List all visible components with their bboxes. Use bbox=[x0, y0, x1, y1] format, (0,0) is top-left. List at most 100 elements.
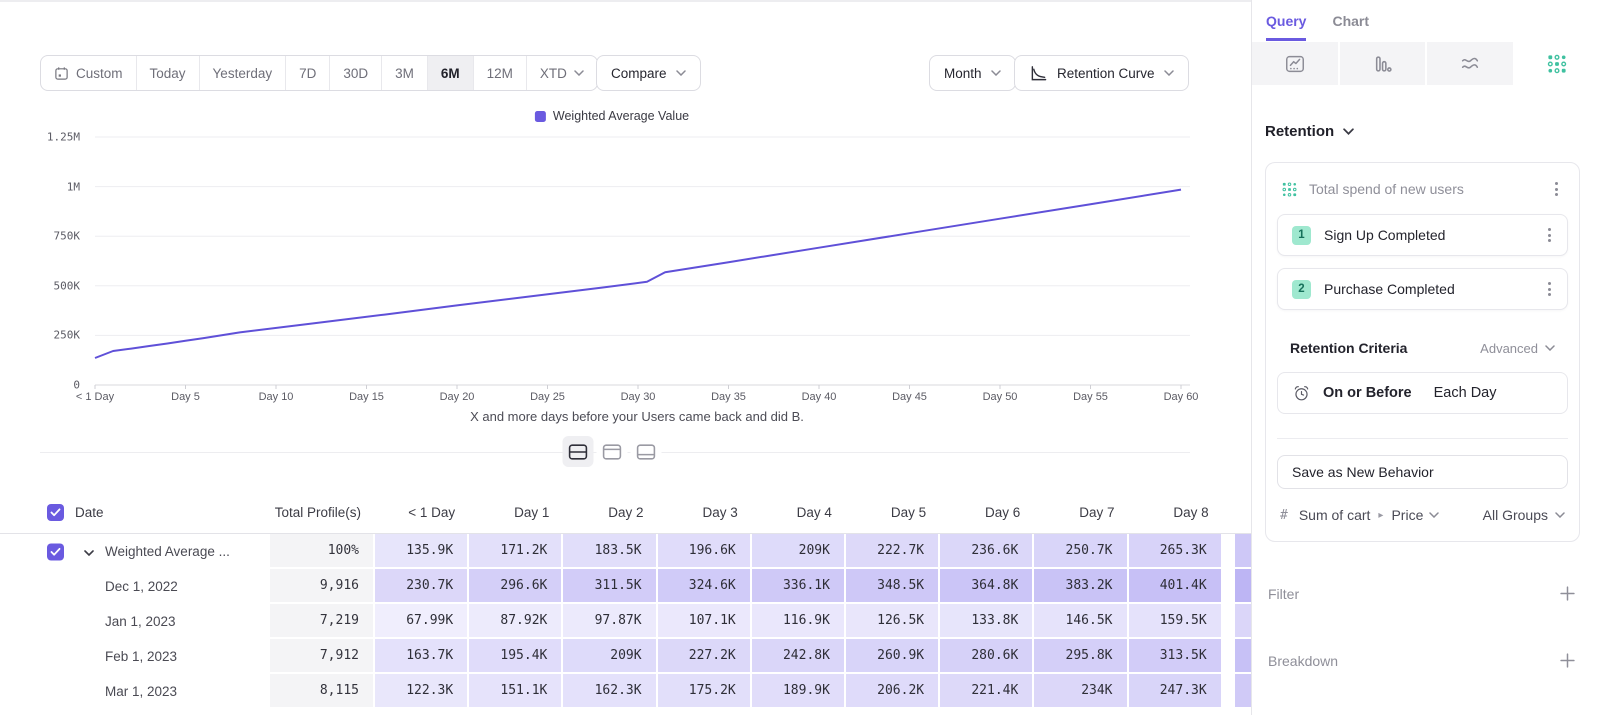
measure-subproperty-label: Price bbox=[1391, 507, 1423, 523]
chart-type-button[interactable]: Retention Curve bbox=[1014, 55, 1189, 91]
retention-value-cell: 135.9K bbox=[375, 534, 469, 569]
row-label: Jan 1, 2023 bbox=[105, 614, 176, 629]
y-tick-label: 1.25M bbox=[47, 131, 80, 144]
retention-value-cell: 250.7K bbox=[1034, 534, 1128, 569]
retention-line-chart bbox=[0, 100, 1251, 400]
date-range-6m[interactable]: 6M bbox=[427, 56, 473, 90]
retention-value-cell: 296.6K bbox=[469, 569, 563, 604]
date-range-yesterday[interactable]: Yesterday bbox=[199, 56, 286, 90]
granularity-label: Month bbox=[944, 66, 982, 81]
event-menu-button[interactable] bbox=[1542, 224, 1557, 246]
caret-right-icon: ▸ bbox=[1378, 510, 1383, 521]
header-day-8: Day 8 bbox=[1129, 505, 1223, 520]
row-spacer bbox=[1223, 639, 1235, 674]
plus-icon bbox=[1560, 653, 1575, 668]
report-type-funnels-button[interactable] bbox=[1340, 42, 1426, 85]
date-range-today[interactable]: Today bbox=[136, 56, 199, 90]
table-header-row: DateTotal Profile(s)< 1 DayDay 1Day 2Day… bbox=[0, 492, 1251, 534]
measure-row: # Sum of cart ▸ Price All Groups bbox=[1277, 507, 1568, 525]
row-date-cell: Jan 1, 2023 bbox=[0, 604, 270, 639]
save-as-new-behavior-button[interactable]: Save as New Behavior bbox=[1277, 455, 1568, 489]
retention-value-cell: 280.6K bbox=[940, 639, 1034, 674]
retention-curve-icon bbox=[1029, 65, 1048, 82]
retention-value-cell: 230.7K bbox=[375, 569, 469, 604]
split-view-toggle[interactable] bbox=[563, 436, 594, 467]
date-range-7d[interactable]: 7D bbox=[285, 56, 329, 90]
date-range-custom[interactable]: Custom bbox=[41, 56, 136, 90]
report-type-retention-button[interactable] bbox=[1515, 42, 1600, 85]
retention-value-cell: 313.5K bbox=[1129, 639, 1223, 674]
retention-criteria-label: Retention Criteria bbox=[1290, 340, 1407, 356]
date-range-label: 6M bbox=[441, 66, 460, 81]
row-label: Feb 1, 2023 bbox=[105, 649, 177, 664]
table-row: Dec 1, 20229,916230.7K296.6K311.5K324.6K… bbox=[0, 569, 1251, 604]
split-view-icon bbox=[568, 442, 589, 462]
event-step-card[interactable]: 2Purchase Completed bbox=[1277, 268, 1568, 310]
group-by-dropdown[interactable]: All Groups bbox=[1483, 507, 1565, 523]
date-range-label: Custom bbox=[76, 66, 123, 81]
event-name: Sign Up Completed bbox=[1324, 227, 1542, 243]
x-tick-label: Day 10 bbox=[259, 391, 294, 403]
tab-chart[interactable]: Chart bbox=[1332, 13, 1369, 41]
report-type-insights-button[interactable] bbox=[1252, 42, 1338, 85]
retention-value-cell: 67.99K bbox=[375, 604, 469, 639]
number-property-icon: # bbox=[1280, 508, 1288, 523]
x-tick-label: Day 50 bbox=[983, 391, 1018, 403]
retention-value-cell: 295.8K bbox=[1034, 639, 1128, 674]
row-expand-button[interactable] bbox=[84, 543, 94, 561]
add-filter-button[interactable] bbox=[1558, 584, 1577, 603]
chart-only-view-toggle[interactable] bbox=[597, 436, 628, 467]
event-step-card[interactable]: 1Sign Up Completed bbox=[1277, 214, 1568, 256]
x-tick-label: Day 30 bbox=[621, 391, 656, 403]
report-type-flows-button[interactable] bbox=[1427, 42, 1513, 85]
row-label: Weighted Average ... bbox=[105, 544, 230, 559]
date-range-3m[interactable]: 3M bbox=[381, 56, 427, 90]
x-tick-label: Day 20 bbox=[440, 391, 475, 403]
date-range-xtd[interactable]: XTD bbox=[526, 56, 597, 90]
retention-value-cell: 311.5K bbox=[563, 569, 657, 604]
date-range-30d[interactable]: 30D bbox=[329, 56, 381, 90]
behavior-menu-button[interactable] bbox=[1549, 178, 1564, 200]
add-breakdown-button[interactable] bbox=[1558, 651, 1577, 670]
tab-query[interactable]: Query bbox=[1266, 13, 1306, 41]
behavior-header: Total spend of new users bbox=[1277, 175, 1568, 202]
event-list: 1Sign Up Completed 2Purchase Completed bbox=[1277, 214, 1568, 310]
granularity-button[interactable]: Month bbox=[929, 55, 1016, 91]
retention-value-cell: 196.6K bbox=[658, 534, 752, 569]
chevron-down-icon bbox=[991, 70, 1001, 76]
criteria-period-label: Each Day bbox=[1434, 385, 1497, 401]
header-date-cell: Date bbox=[0, 492, 270, 533]
criteria-mode-dropdown[interactable]: Advanced bbox=[1480, 341, 1555, 356]
retention-value-cell: 151.1K bbox=[469, 674, 563, 709]
retention-value-cell: 162.3K bbox=[563, 674, 657, 709]
retention-value-cell: 247.3K bbox=[1129, 674, 1223, 709]
card-divider bbox=[1277, 438, 1568, 439]
criteria-condition-card[interactable]: On or Before Each Day bbox=[1277, 372, 1568, 414]
date-range-label: 12M bbox=[487, 66, 513, 81]
breakdown-label: Breakdown bbox=[1268, 653, 1338, 669]
table-only-view-toggle[interactable] bbox=[631, 436, 662, 467]
row-checkbox[interactable] bbox=[47, 543, 64, 560]
chevron-down-icon bbox=[1555, 512, 1565, 518]
retention-value-cell: 227.2K bbox=[658, 639, 752, 674]
filter-section: Filter bbox=[1265, 584, 1580, 603]
y-tick-label: 750K bbox=[54, 230, 81, 243]
header-day-6: Day 6 bbox=[940, 505, 1034, 520]
clipped-next-column-cell bbox=[1235, 674, 1251, 709]
row-date-cell: Mar 1, 2023 bbox=[0, 674, 270, 709]
retention-value-cell: 126.5K bbox=[846, 604, 940, 639]
event-menu-button[interactable] bbox=[1542, 278, 1557, 300]
retention-value-cell: 116.9K bbox=[752, 604, 846, 639]
row-spacer bbox=[1223, 569, 1235, 604]
date-range-12m[interactable]: 12M bbox=[473, 56, 526, 90]
chevron-down-icon bbox=[1343, 128, 1354, 135]
event-name: Purchase Completed bbox=[1324, 281, 1542, 297]
retention-section-dropdown[interactable]: Retention bbox=[1265, 123, 1580, 140]
plus-icon bbox=[1560, 586, 1575, 601]
measure-property-dropdown[interactable]: Sum of cart ▸ Price bbox=[1299, 507, 1440, 523]
retention-value-cell: 364.8K bbox=[940, 569, 1034, 604]
compare-button[interactable]: Compare bbox=[596, 55, 701, 91]
sidebar-tabs: Query Chart bbox=[1252, 0, 1600, 41]
check-icon bbox=[50, 547, 61, 556]
select-all-checkbox[interactable] bbox=[47, 504, 64, 521]
